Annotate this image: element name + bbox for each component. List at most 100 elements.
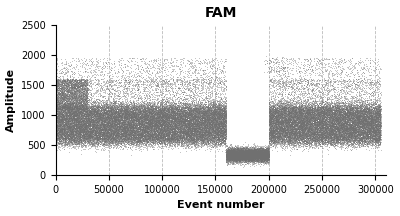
Point <box>154 129 160 133</box>
Point <box>300 110 307 113</box>
Point <box>183 121 190 124</box>
Point <box>263 157 269 161</box>
Point <box>62 111 68 114</box>
Point <box>127 114 133 118</box>
Point <box>301 113 308 117</box>
Point <box>234 155 241 159</box>
Point <box>290 109 296 113</box>
Point <box>189 122 195 126</box>
Point <box>171 127 177 131</box>
Point <box>142 128 148 132</box>
Point <box>224 156 230 159</box>
Point <box>267 125 273 129</box>
Point <box>96 119 102 123</box>
Point <box>212 119 219 123</box>
Point <box>340 136 346 140</box>
Point <box>198 122 205 126</box>
Point <box>68 110 74 113</box>
Point <box>195 135 202 138</box>
Point <box>93 62 99 66</box>
Point <box>198 145 204 148</box>
Point <box>352 133 359 137</box>
Point <box>125 133 131 137</box>
Point <box>78 115 84 118</box>
Point <box>81 87 88 91</box>
Point <box>347 129 354 133</box>
Point <box>68 140 74 144</box>
Point <box>259 152 266 156</box>
Point <box>188 134 194 138</box>
Point <box>265 148 272 151</box>
Point <box>362 139 368 143</box>
Point <box>351 125 357 128</box>
Point <box>53 146 60 150</box>
Point <box>223 110 229 113</box>
Point <box>116 137 123 140</box>
Point <box>222 134 228 137</box>
Point <box>73 116 79 120</box>
Point <box>123 97 129 100</box>
Point <box>371 111 378 115</box>
Point <box>237 152 244 155</box>
Point <box>340 120 346 123</box>
Point <box>252 152 259 155</box>
Point <box>70 124 77 128</box>
Point <box>289 121 295 125</box>
Point <box>55 85 62 88</box>
Point <box>162 110 168 113</box>
Point <box>372 132 378 136</box>
Point <box>374 129 380 132</box>
Point <box>168 69 175 73</box>
Point <box>271 116 277 119</box>
Point <box>100 57 107 61</box>
Point <box>244 146 250 149</box>
Point <box>257 156 264 160</box>
Point <box>268 95 274 98</box>
Point <box>80 83 86 86</box>
Point <box>354 124 360 127</box>
Point <box>156 112 162 116</box>
Point <box>358 113 364 117</box>
Point <box>53 131 59 135</box>
Point <box>166 143 172 146</box>
Point <box>76 137 83 140</box>
Point <box>272 104 278 108</box>
Point <box>151 125 158 128</box>
Point <box>112 120 118 123</box>
Point <box>248 157 254 160</box>
Point <box>170 125 176 129</box>
Point <box>71 125 77 129</box>
Point <box>117 109 123 113</box>
Point <box>187 115 193 119</box>
Point <box>217 127 224 130</box>
Point <box>208 122 214 126</box>
Point <box>323 131 330 135</box>
Point <box>197 140 203 144</box>
Point <box>204 117 211 121</box>
Point <box>228 151 234 154</box>
Point <box>197 134 204 137</box>
Point <box>160 108 167 112</box>
Point <box>78 119 84 122</box>
Point <box>266 110 272 113</box>
Point <box>71 107 77 111</box>
Point <box>172 104 178 108</box>
Point <box>67 114 73 117</box>
Point <box>337 141 343 145</box>
Point <box>374 80 380 83</box>
Point <box>211 117 218 121</box>
Point <box>199 134 205 137</box>
Point <box>240 148 246 152</box>
Point <box>120 121 127 125</box>
Point <box>245 151 251 154</box>
Point <box>62 108 68 111</box>
Point <box>370 131 377 134</box>
Point <box>87 131 93 134</box>
Point <box>189 112 195 115</box>
Point <box>335 132 341 136</box>
Point <box>96 139 103 142</box>
Point <box>124 122 130 125</box>
Point <box>200 109 206 113</box>
Point <box>116 122 122 125</box>
Point <box>337 111 344 115</box>
